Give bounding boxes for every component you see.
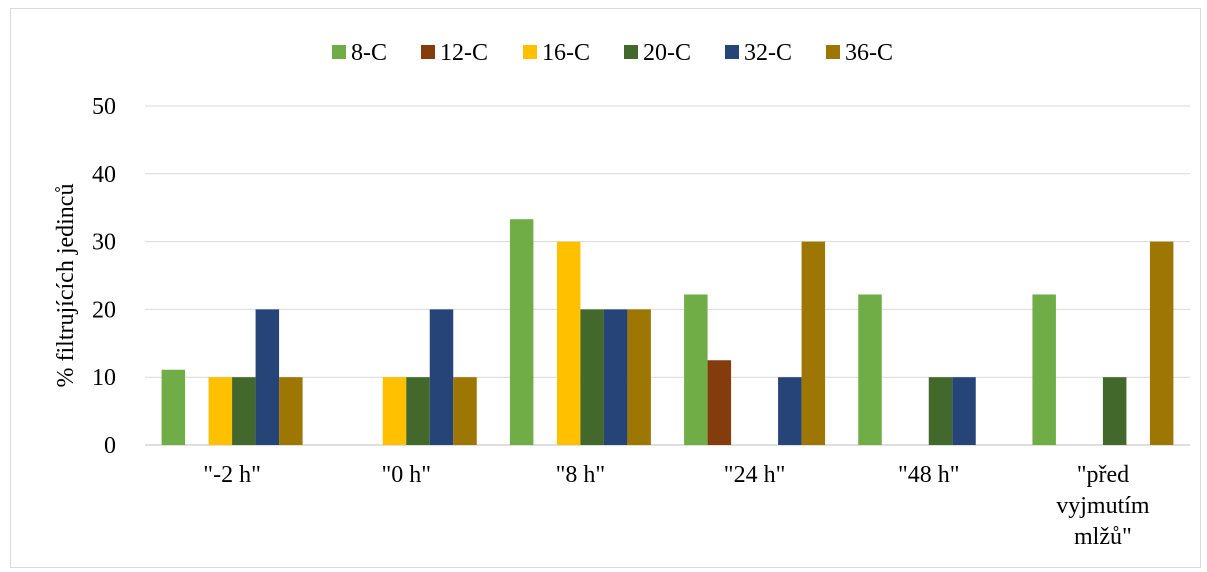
legend-swatch-32-c [725,45,739,59]
legend-label-16-c: 16-C [542,40,590,66]
legend-swatch-12-c [421,45,435,59]
y-tick-label: 30 [92,230,116,256]
y-tick-label: 10 [92,365,116,391]
legend-swatch-36-c [826,45,840,59]
legend-swatch-8-c [332,45,346,59]
bar-16-c-1 [382,377,407,445]
bar-20-c-2 [580,309,604,445]
category-label: "-2 h" [203,462,261,488]
bar-8-c-0 [161,369,186,445]
category-label: "48 h" [898,462,960,488]
bar-8-c-3 [684,294,708,445]
bar-8-c-2 [509,219,534,445]
category-label: "24 h" [724,462,786,488]
legend-swatch-16-c [523,45,537,59]
legend-label-8-c: 8-C [351,40,387,66]
bar-16-c-0 [208,377,233,445]
legend-label-36-c: 36-C [845,40,893,66]
bar-32-c-0 [255,309,280,445]
legend-label-20-c: 20-C [643,40,691,66]
bar-20-c-5 [1102,377,1127,445]
category-label: mlžů" [1074,524,1132,550]
bar-36-c-5 [1149,241,1174,445]
bar-32-c-1 [429,309,454,445]
category-label: "8 h" [556,462,606,488]
bar-8-c-4 [858,294,882,445]
bar-20-c-0 [232,377,256,445]
bar-20-c-4 [928,377,953,445]
bar-36-c-0 [279,377,303,445]
bar-20-c-1 [406,377,430,445]
y-tick-label: 20 [92,297,116,323]
bar-32-c-2 [603,309,628,445]
bar-12-c-3 [707,360,732,445]
bar-32-c-3 [778,377,802,445]
y-tick-label: 40 [92,162,116,188]
legend-label-32-c: 32-C [744,40,792,66]
category-label: vyjmutím [1056,493,1150,519]
bar-32-c-4 [952,377,976,445]
category-label: "0 h" [381,462,431,488]
chart-frame [10,8,1201,568]
y-axis-title: % filtrujících jedinců [53,184,79,388]
bar-16-c-2 [556,241,581,445]
y-tick-label: 0 [104,433,116,459]
bar-36-c-2 [627,309,651,445]
legend-label-12-c: 12-C [440,40,488,66]
y-tick-label: 50 [92,94,116,120]
bar-8-c-5 [1032,294,1056,445]
legend-swatch-20-c [624,45,638,59]
bar-36-c-1 [453,377,477,445]
bar-36-c-3 [801,241,826,445]
category-label: "před [1077,462,1129,488]
